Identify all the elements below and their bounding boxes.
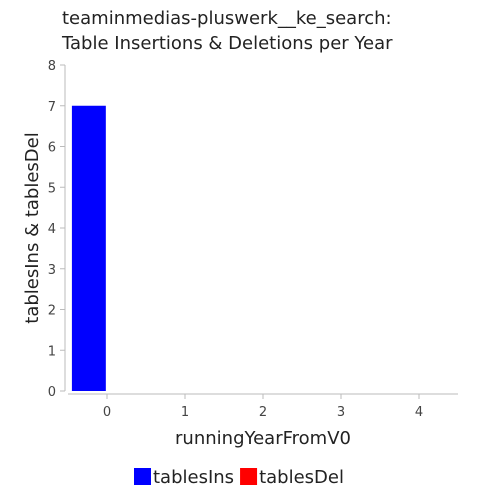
y-tick-label: 3: [48, 263, 56, 278]
legend-label-tablesDel: tablesDel: [259, 467, 344, 488]
y-tick-label: 0: [48, 385, 56, 400]
y-tick-label: 5: [48, 181, 56, 196]
chart-title-line-2: Table Insertions & Deletions per Year: [61, 33, 393, 54]
legend: tablesIns tablesDel: [134, 467, 344, 488]
x-axis-ticks: 0 1 2 3 4: [103, 394, 423, 420]
legend-swatch-tablesIns: [134, 468, 151, 485]
x-tick-label: 2: [259, 405, 267, 420]
y-tick-label: 6: [48, 141, 56, 156]
x-tick-label: 4: [415, 405, 423, 420]
y-axis-ticks: 0 1 2 3 4 5 6 7 8: [48, 59, 65, 400]
bar-tablesIns-0: [71, 105, 106, 391]
y-tick-label: 1: [48, 344, 56, 359]
y-tick-label: 2: [48, 304, 56, 319]
x-tick-label: 3: [337, 405, 345, 420]
legend-swatch-tablesDel: [240, 468, 258, 485]
y-axis-label: tablesIns & tablesDel: [22, 132, 43, 323]
bars-group: [71, 105, 106, 391]
y-tick-label: 4: [48, 222, 56, 237]
x-axis-label: runningYearFromV0: [175, 428, 351, 449]
y-tick-label: 8: [48, 59, 56, 74]
legend-label-tablesIns: tablesIns: [153, 467, 234, 488]
x-tick-label: 0: [103, 405, 111, 420]
x-tick-label: 1: [181, 405, 189, 420]
y-tick-label: 7: [48, 100, 56, 115]
chart-title-line-1: teaminmedias-pluswerk__ke_search:: [62, 8, 392, 29]
